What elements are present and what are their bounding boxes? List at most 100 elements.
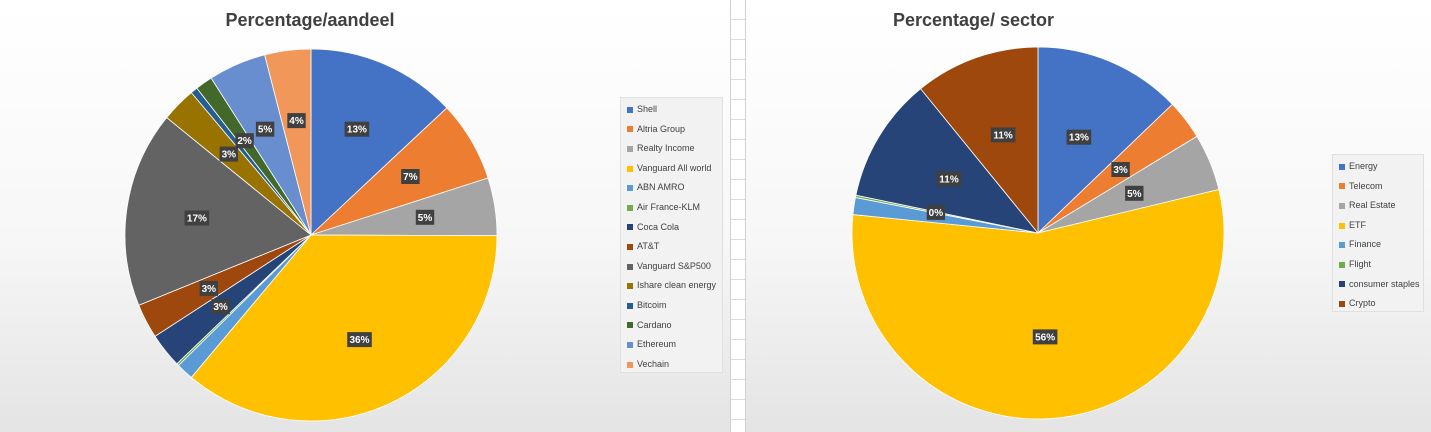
- legend-swatch: [627, 185, 633, 192]
- data-label-text: 11%: [939, 174, 959, 185]
- data-label-atandt: 3%: [199, 280, 218, 296]
- legend-item-atandt: AT&T: [627, 237, 716, 257]
- data-label-box: [990, 127, 1016, 143]
- data-label-ishare-clean-energy: 3%: [219, 146, 238, 162]
- legend-swatch: [1339, 163, 1345, 170]
- pie-slice-crypto: [920, 46, 1039, 235]
- data-label-crypto: 11%: [990, 127, 1016, 143]
- data-label-box: [1066, 129, 1092, 145]
- legend-swatch: [1339, 261, 1345, 268]
- legend-item-coca-cola: Coca Cola: [627, 218, 716, 238]
- legend-label: Air France-KLM: [637, 201, 701, 212]
- legend-label: Energy: [1349, 161, 1378, 171]
- legend-swatch: [627, 283, 633, 290]
- legend-swatch: [627, 243, 633, 250]
- legend-swatch: [627, 322, 633, 329]
- data-label-box: [211, 299, 230, 315]
- data-label-altria-group: 7%: [401, 169, 420, 184]
- legend-item-ethereum: Ethereum: [627, 335, 716, 355]
- legend-swatch: [627, 341, 633, 348]
- legend-label: Telecom: [1349, 180, 1383, 191]
- data-label-text: 13%: [347, 125, 367, 136]
- data-label-flight: 0%: [926, 204, 946, 220]
- chart-title: Percentage/aandeel: [225, 10, 395, 30]
- data-label-box: [1111, 162, 1130, 177]
- pie-slice-shell: [310, 48, 448, 236]
- data-label-box: [219, 146, 238, 162]
- legend-swatch: [627, 361, 633, 368]
- data-label-box: [415, 209, 435, 225]
- legend-item-cardano: Cardano: [627, 316, 716, 336]
- chart-title: Percentage/ sector: [892, 10, 1055, 30]
- legend-label: Ethereum: [637, 339, 677, 350]
- data-label-real-estate: 5%: [1125, 185, 1144, 201]
- data-label-box: [344, 121, 370, 137]
- legend-item-real-estate: Real Estate: [1339, 196, 1417, 216]
- data-label-text: 5%: [1127, 189, 1142, 200]
- pie-slice-vechain: [264, 48, 312, 236]
- data-label-etf: 56%: [1032, 329, 1058, 345]
- data-label-shell: 13%: [344, 121, 370, 137]
- data-label-text: 7%: [403, 172, 418, 183]
- legend-swatch: [627, 145, 633, 152]
- pie-slice-consumer-staples: [855, 88, 1040, 234]
- data-label-text: 3%: [213, 302, 228, 313]
- data-label-text: 3%: [222, 150, 237, 161]
- data-label-text: 5%: [258, 125, 273, 136]
- legend-item-energy: Energy: [1339, 157, 1417, 177]
- legend-item-altria-group: Altria Group: [627, 120, 716, 140]
- legend-swatch: [1339, 222, 1345, 229]
- data-label-vanguard-all-world: 36%: [347, 332, 372, 348]
- legend-label: Realty Income: [637, 143, 695, 154]
- data-label-energy: 13%: [1066, 129, 1092, 145]
- legend-item-vechain: Vechain: [627, 355, 716, 375]
- data-label-telecom: 3%: [1111, 162, 1130, 177]
- data-label-text: 11%: [993, 130, 1013, 141]
- legend-label: Real Estate: [1349, 200, 1396, 211]
- legend-item-etf: ETF: [1339, 216, 1417, 236]
- legend-label: Cardano: [637, 319, 672, 330]
- legend-swatch: [627, 224, 633, 231]
- data-label-box: [1032, 329, 1058, 345]
- data-label-text: 36%: [349, 335, 369, 346]
- pie-chart-sector: 13% 3% 5% 56% 0% 11% 11%: [851, 46, 1225, 420]
- legend-label: Crypto: [1349, 298, 1376, 309]
- legend-label: Vechain: [637, 358, 670, 369]
- legend-label: AT&T: [637, 241, 660, 252]
- legend-swatch: [627, 126, 633, 133]
- legend-swatch: [627, 302, 633, 309]
- chart-panel-aandeel: Percentage/aandeel 13% 7% 5% 36% 3% 3% 17% 3% 2%…: [0, 0, 730, 432]
- legend-label: ETF: [1349, 219, 1366, 230]
- legend-label: Vanguard S&P500: [637, 260, 711, 271]
- data-label-box: [255, 121, 275, 137]
- legend-label: Finance: [1349, 239, 1382, 250]
- legend-label: Flight: [1349, 258, 1372, 269]
- legend-label: Bitcoim: [637, 299, 667, 310]
- data-label-box: [235, 133, 254, 149]
- legend-label: Coca Cola: [637, 221, 680, 232]
- data-label-vechain: 4%: [287, 113, 306, 129]
- legend-label: Altria Group: [637, 123, 686, 134]
- data-label-box: [184, 210, 210, 226]
- data-label-text: 0%: [929, 208, 944, 219]
- data-label-coca-cola: 3%: [211, 299, 230, 315]
- pie-slice-etf: [851, 189, 1225, 420]
- data-label-box: [926, 204, 946, 220]
- data-label-box: [347, 332, 372, 348]
- data-label-text: 4%: [289, 116, 304, 127]
- legend-item-vanguard-all-world: Vanguard All world: [627, 159, 716, 179]
- legend-swatch: [1339, 242, 1345, 249]
- legend-label: ABN AMRO: [637, 182, 685, 193]
- data-label-box: [1125, 185, 1144, 201]
- legend-aandeel: Shell Altria Group Realty Income Vanguard A…: [620, 97, 723, 373]
- legend-swatch: [627, 165, 633, 172]
- legend-item-ishare-clean-energy: Ishare clean energy: [627, 276, 716, 296]
- data-label-text: 3%: [1113, 165, 1128, 176]
- chart-panel-sector: Percentage/ sector 13% 3% 5% 56% 0% 11% 11% En…: [746, 0, 1431, 432]
- legend-item-bitcoim: Bitcoim: [627, 296, 716, 316]
- legend-item-consumer-staples: consumer staples: [1339, 275, 1420, 295]
- legend-item-finance: Finance: [1339, 235, 1417, 255]
- data-label-text: 56%: [1035, 332, 1055, 343]
- legend-label: Ishare clean energy: [637, 280, 717, 291]
- legend-item-shell: Shell: [627, 100, 716, 120]
